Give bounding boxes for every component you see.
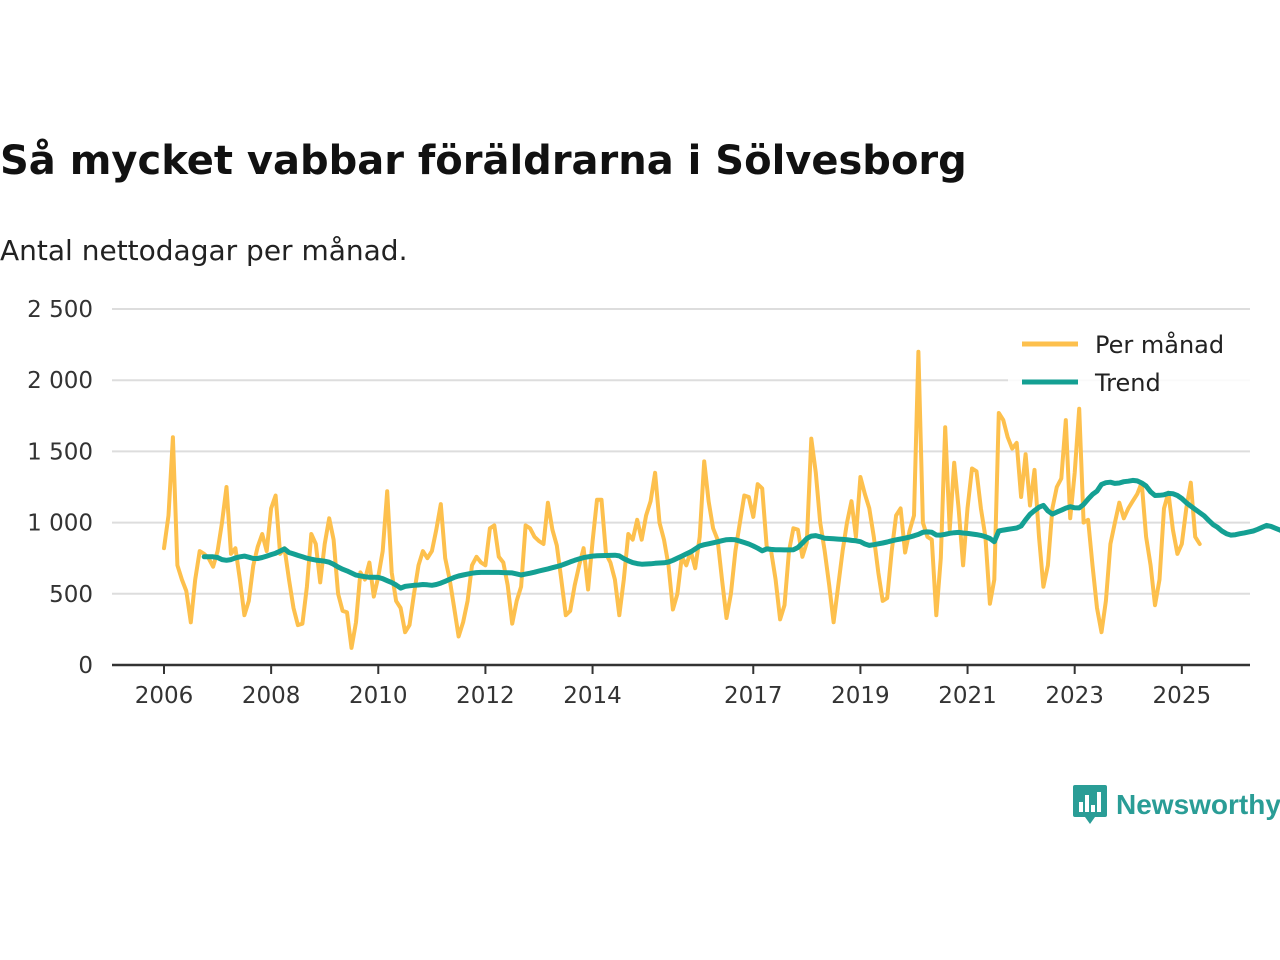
x-tick-label: 2008 <box>242 683 301 709</box>
logo-text: Newsworthy <box>1116 789 1280 820</box>
x-tick-label: 2006 <box>135 683 194 709</box>
y-tick-label: 0 <box>78 653 93 679</box>
x-tick-label: 2023 <box>1045 683 1104 709</box>
newsworthy-logo: Newsworthy <box>1072 784 1280 826</box>
x-tick-label: 2021 <box>938 683 997 709</box>
y-tick-label: 1 000 <box>27 511 93 537</box>
y-tick-label: 1 500 <box>27 439 93 465</box>
x-tick-label: 2012 <box>456 683 515 709</box>
y-tick-label: 500 <box>49 582 93 608</box>
series-lines <box>162 349 1280 650</box>
x-tick-label: 2017 <box>724 683 783 709</box>
legend-background <box>1008 322 1250 398</box>
y-tick-label: 2 500 <box>27 297 93 323</box>
speech-bubble-bar-chart-icon <box>1073 785 1107 824</box>
x-tick-label: 2025 <box>1153 683 1212 709</box>
series-line-trend <box>201 477 1280 591</box>
chart-subtitle: Antal nettodagar per månad. <box>0 234 408 267</box>
legend-label-trend: Trend <box>1094 369 1161 397</box>
chart-title: Så mycket vabbar föräldrarna i Sölvesbor… <box>0 138 967 184</box>
x-tick-label: 2014 <box>563 683 622 709</box>
y-axis-labels: 0 500 1 000 1 500 2 000 2 500 <box>27 297 93 679</box>
x-tick-label: 2019 <box>831 683 890 709</box>
legend: Per månad Trend <box>1008 322 1250 398</box>
y-tick-label: 2 000 <box>27 368 93 394</box>
legend-label-per-manad: Per månad <box>1095 330 1224 359</box>
x-axis-ticks: 2006 2008 2010 2012 2014 2017 2019 2021 2023 2025 <box>135 665 1211 709</box>
x-tick-label: 2010 <box>349 683 408 709</box>
